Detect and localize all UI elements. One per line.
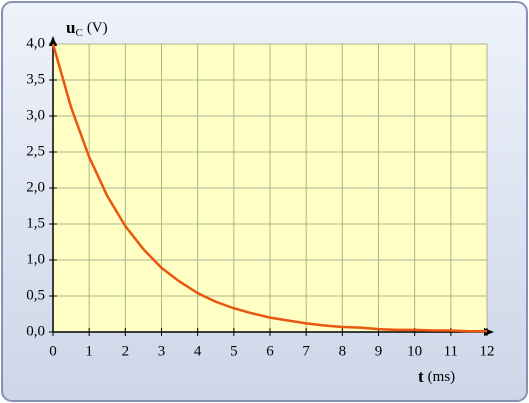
- y-tick-label: 2,5: [26, 143, 45, 159]
- x-tick-label: 0: [49, 343, 57, 359]
- y-tick-label: 3,0: [26, 107, 45, 123]
- x-tick-label: 2: [122, 343, 130, 359]
- data-line: [51, 43, 487, 333]
- y-tick-label: 2,0: [26, 179, 45, 195]
- x-tick-label: 5: [230, 343, 238, 359]
- x-tick-label: 11: [444, 343, 458, 359]
- y-tick-label: 3,5: [26, 71, 45, 87]
- x-tick-label: 10: [407, 343, 422, 359]
- x-tick-label: 9: [375, 343, 383, 359]
- x-tick-label: 4: [194, 343, 202, 359]
- x-tick-label: 6: [266, 343, 274, 359]
- x-tick-label: 3: [158, 343, 166, 359]
- y-label: uC (V): [66, 18, 108, 39]
- y-tick-label: 1,5: [26, 215, 45, 231]
- y-tick-label: 1,0: [26, 251, 45, 267]
- y-tick-label: 0,0: [26, 323, 45, 339]
- x-tick-label: 1: [85, 343, 93, 359]
- x-label: t (ms): [418, 367, 455, 386]
- x-tick-label: 7: [302, 343, 310, 359]
- x-tick-label: 8: [339, 343, 347, 359]
- y-tick-label: 0,5: [26, 287, 45, 303]
- y-tick-label: 4,0: [26, 35, 45, 51]
- x-tick-label: 12: [480, 343, 495, 359]
